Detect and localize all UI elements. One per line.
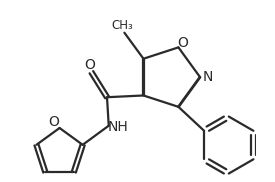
Text: O: O bbox=[84, 58, 95, 72]
Text: O: O bbox=[177, 36, 188, 50]
Text: O: O bbox=[48, 115, 59, 129]
Text: N: N bbox=[202, 70, 213, 84]
Text: CH₃: CH₃ bbox=[112, 19, 133, 31]
Text: NH: NH bbox=[108, 120, 129, 134]
